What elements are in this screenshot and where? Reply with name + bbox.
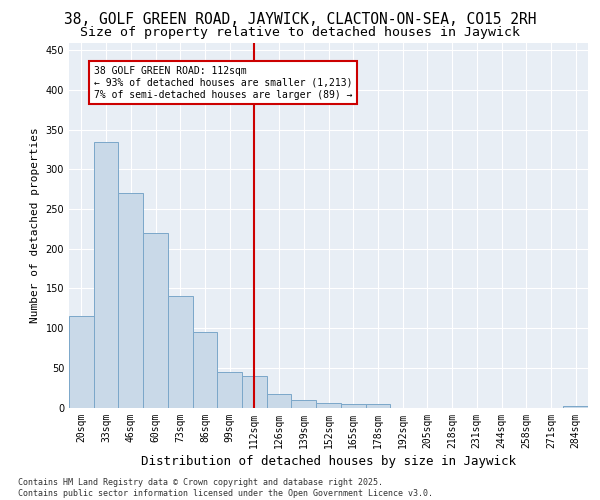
Bar (193, 332, 217, 407)
Bar (118, 194, 143, 408)
Bar (143, 233, 168, 408)
Text: 38, GOLF GREEN ROAD, JAYWICK, CLACTON-ON-SEA, CO15 2RH: 38, GOLF GREEN ROAD, JAYWICK, CLACTON-ON… (64, 12, 536, 28)
Text: Size of property relative to detached houses in Jaywick: Size of property relative to detached ho… (80, 26, 520, 39)
Text: 38 GOLF GREEN ROAD: 112sqm
← 93% of detached houses are smaller (1,213)
7% of se: 38 GOLF GREEN ROAD: 112sqm ← 93% of deta… (94, 66, 352, 100)
Bar (563, 406, 588, 407)
Bar (341, 404, 365, 407)
X-axis label: Distribution of detached houses by size in Jaywick: Distribution of detached houses by size … (141, 454, 516, 468)
Bar (69, 316, 94, 408)
Bar (168, 296, 193, 408)
Bar (94, 142, 118, 408)
Bar (217, 372, 242, 408)
Bar (242, 376, 267, 408)
Text: Contains HM Land Registry data © Crown copyright and database right 2025.
Contai: Contains HM Land Registry data © Crown c… (18, 478, 433, 498)
Y-axis label: Number of detached properties: Number of detached properties (30, 127, 40, 323)
Bar (365, 404, 390, 407)
Bar (316, 402, 341, 407)
Bar (292, 400, 316, 407)
Bar (267, 394, 292, 407)
